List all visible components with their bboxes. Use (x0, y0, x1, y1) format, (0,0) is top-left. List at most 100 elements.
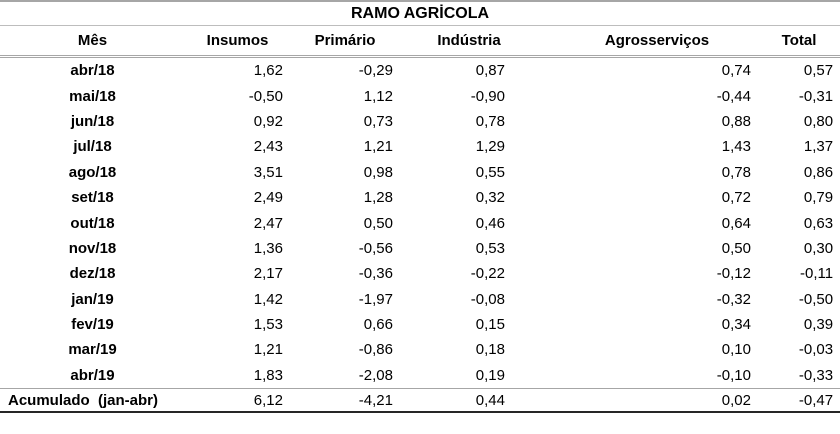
value-cell: 1,42 (253, 290, 283, 308)
value-cell: -0,08 (470, 290, 505, 308)
value-cell: 0,87 (475, 62, 505, 80)
value-cell: 0,30 (803, 239, 834, 257)
value-cell: 1,29 (475, 138, 505, 156)
value-cell: 0,78 (475, 112, 505, 130)
row-month-cell: fev/19 (71, 316, 114, 334)
column-header-agrosservicos: Agrosserviços (512, 25, 758, 58)
value-cell: 0,15 (475, 316, 505, 334)
accumulated-label: Acumulado (jan-abr) (0, 388, 185, 414)
value-cell: 0,79 (803, 189, 834, 207)
accumulated-total: -0,47 (758, 388, 840, 414)
value-cell: 0,98 (363, 163, 393, 181)
value-cell: 0,55 (475, 163, 505, 181)
accumulated-industria: 0,44 (400, 388, 512, 414)
value-cell: 0,50 (721, 239, 751, 257)
value-cell: 2,49 (253, 189, 283, 207)
value-cell: -2,08 (358, 366, 393, 384)
value-cell: -0,32 (716, 290, 751, 308)
value-cell: 0,92 (253, 112, 283, 130)
value-cell: -0,12 (716, 265, 751, 283)
row-month-cell: dez/18 (69, 265, 116, 283)
accumulated-primario: -4,21 (290, 388, 400, 414)
value-cell: 1,37 (803, 138, 834, 156)
value-cell: 2,47 (253, 214, 283, 232)
value-cell: -0,33 (798, 366, 834, 384)
value-cell: 0,80 (803, 112, 834, 130)
table-title: RAMO AGRİCOLA (0, 0, 840, 26)
value-cell: -0,11 (799, 265, 834, 283)
value-cell: 0,78 (721, 163, 751, 181)
value-cell: 0,34 (721, 316, 751, 334)
row-month-cell: set/18 (71, 189, 114, 207)
value-cell: 0,74 (721, 62, 751, 80)
table-row: dez/18 2,17 -0,36 -0,22 -0,12 -0,11 (0, 261, 840, 286)
value-cell: -0,50 (248, 87, 283, 105)
value-cell: -0,56 (358, 239, 393, 257)
column-header-primario: Primário (290, 25, 400, 58)
value-cell: 0,50 (363, 214, 393, 232)
row-month-cell: jun/18 (70, 112, 115, 130)
value-cell: -1,97 (358, 290, 393, 308)
header-row: Mês Insumos Primário Indústria Agrosserv… (0, 25, 840, 58)
table-row: abr/19 1,83 -2,08 0,19 -0,10 -0,33 (0, 363, 840, 389)
value-cell: -0,50 (798, 290, 834, 308)
table-row: ago/18 3,51 0,98 0,55 0,78 0,86 (0, 160, 840, 185)
value-cell: 3,51 (253, 163, 283, 181)
value-cell: 0,46 (475, 214, 505, 232)
value-cell: 1,21 (253, 341, 283, 359)
column-header-insumos: Insumos (185, 25, 290, 58)
value-cell: -0,22 (470, 265, 505, 283)
column-header-mes: Mês (0, 25, 185, 58)
value-cell: 2,43 (253, 138, 283, 156)
column-header-total: Total (758, 25, 840, 58)
value-cell: -0,31 (798, 87, 834, 105)
value-cell: 0,18 (475, 341, 505, 359)
row-month-cell: out/18 (70, 214, 115, 232)
row-month-cell: jan/19 (71, 290, 114, 308)
value-cell: 0,73 (363, 112, 393, 130)
table-row: jul/18 2,43 1,21 1,29 1,43 1,37 (0, 134, 840, 159)
value-cell: 0,86 (803, 163, 834, 181)
value-cell: 0,39 (803, 316, 834, 334)
row-month-cell: jul/18 (73, 138, 112, 156)
value-cell: 1,36 (253, 239, 283, 257)
table-row: set/18 2,49 1,28 0,32 0,72 0,79 (0, 185, 840, 210)
value-cell: 0,10 (721, 341, 751, 359)
accumulated-agross: 0,02 (512, 388, 758, 414)
row-month-cell: abr/18 (70, 62, 115, 80)
table-row: jun/18 0,92 0,73 0,78 0,88 0,80 (0, 109, 840, 134)
value-cell: -0,03 (798, 341, 834, 359)
ramo-agricola-table: RAMO AGRİCOLA Mês Insumos Primário Indús… (0, 0, 840, 414)
value-cell: 1,53 (253, 316, 283, 334)
table-row: jan/19 1,42 -1,97 -0,08 -0,32 -0,50 (0, 287, 840, 312)
value-cell: -0,29 (358, 62, 393, 80)
value-cell: 1,21 (363, 138, 393, 156)
value-cell: 0,63 (803, 214, 834, 232)
value-cell: 0,19 (475, 366, 505, 384)
table-row: nov/18 1,36 -0,56 0,53 0,50 0,30 (0, 236, 840, 261)
row-month-cell: nov/18 (68, 239, 117, 257)
value-cell: -0,10 (716, 366, 751, 384)
value-cell: 0,32 (475, 189, 505, 207)
value-cell: -0,36 (358, 265, 393, 283)
value-cell: 1,62 (253, 62, 283, 80)
table-body: abr/18 1,62 -0,29 0,87 0,74 0,57 mai/18 … (0, 57, 840, 389)
value-cell: 0,72 (721, 189, 751, 207)
table-row: mai/18 -0,50 1,12 -0,90 -0,44 -0,31 (0, 83, 840, 108)
title-row: RAMO AGRİCOLA (0, 0, 840, 26)
table-row: fev/19 1,53 0,66 0,15 0,34 0,39 (0, 312, 840, 337)
row-month-cell: mar/19 (68, 341, 117, 359)
column-header-industria: Indústria (400, 25, 512, 58)
value-cell: 0,64 (721, 214, 751, 232)
value-cell: 0,88 (721, 112, 751, 130)
value-cell: 0,66 (363, 316, 393, 334)
value-cell: 0,57 (803, 62, 834, 80)
value-cell: 2,17 (253, 265, 283, 283)
row-month-cell: ago/18 (68, 163, 117, 181)
value-cell: 1,83 (253, 366, 283, 384)
value-cell: -0,44 (716, 87, 751, 105)
row-month-cell: mai/18 (69, 87, 116, 105)
table-row: mar/19 1,21 -0,86 0,18 0,10 -0,03 (0, 337, 840, 362)
table-row: abr/18 1,62 -0,29 0,87 0,74 0,57 (0, 57, 840, 84)
